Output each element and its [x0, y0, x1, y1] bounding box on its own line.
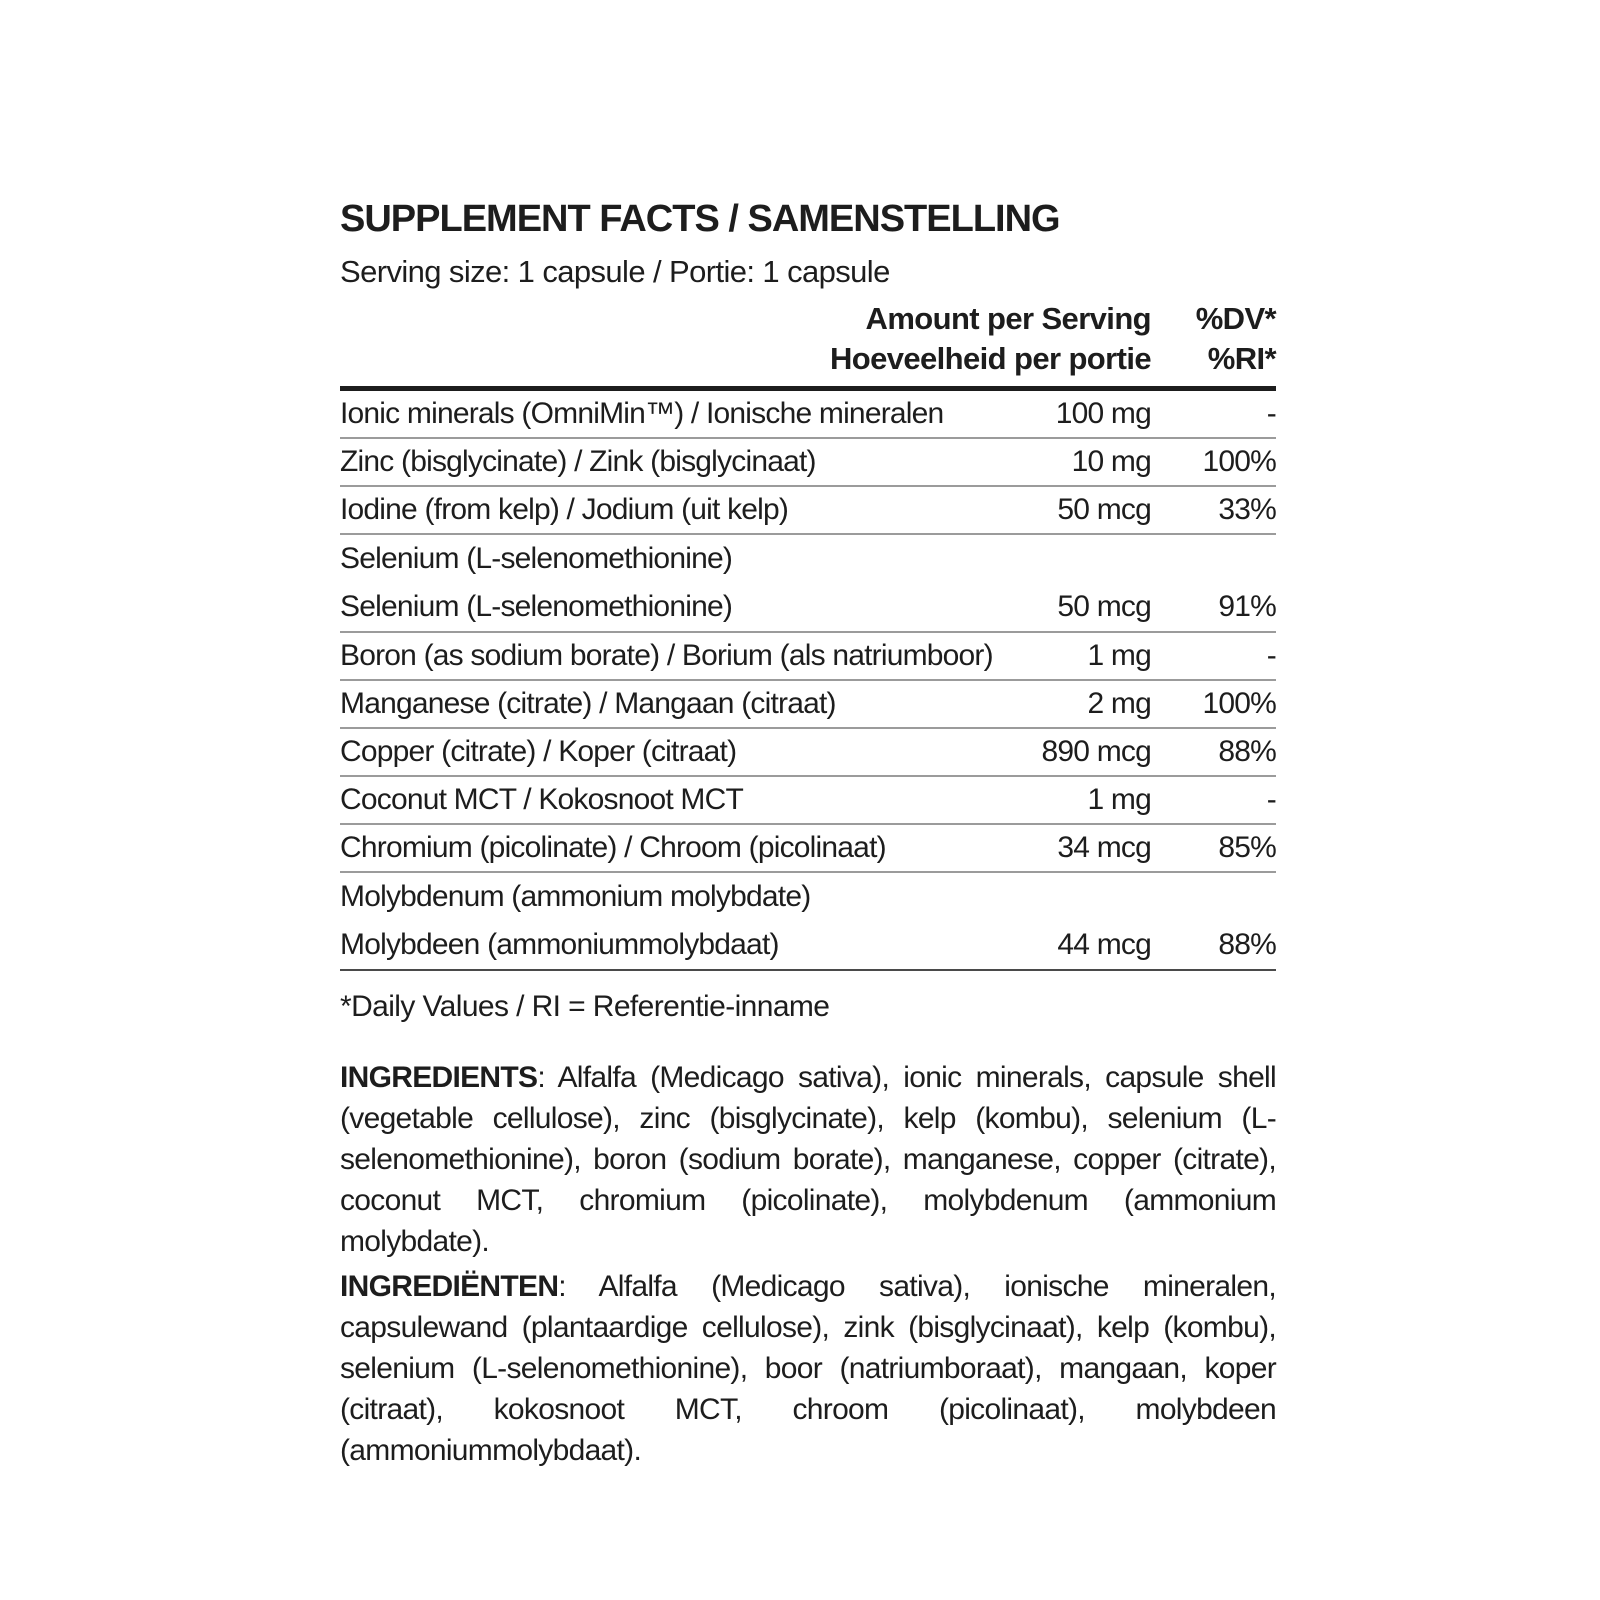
table-header-line-en: Amount per Serving %DV*: [340, 299, 1277, 339]
table-row-line: Molybdenum (ammonium molybdate): [340, 873, 1276, 921]
table-row-molybdenum: Molybdenum (ammonium molybdate) Molybdee…: [340, 873, 1277, 969]
dv-header-nl: %RI*: [1207, 341, 1277, 376]
nutrient-dv: 100%: [1202, 687, 1276, 720]
nutrient-name: Molybdeen (ammoniummolybdaat): [340, 928, 779, 961]
daily-value-footnote: *Daily Values / RI = Referentie-inname: [340, 990, 830, 1023]
nutrient-amount: 10 mg: [1071, 445, 1152, 478]
nutrient-amount: 2 mg: [1087, 687, 1152, 720]
nutrient-amount: 50 mcg: [1057, 590, 1151, 623]
ingredients-nl-text: : Alfalfa (Medicago sativa), ionische mi…: [340, 1270, 1277, 1467]
table-row-coconut-mct: Coconut MCT / Kokosnoot MCT 1 mg -: [340, 777, 1277, 825]
nutrient-dv: 100%: [1202, 445, 1276, 478]
nutrient-dv: 88%: [1218, 735, 1276, 768]
serving-size: Serving size: 1 capsule / Portie: 1 caps…: [340, 254, 890, 289]
nutrient-dv: -: [1266, 639, 1277, 672]
facts-table: Ionic minerals (OmniMin™) / Ionische min…: [340, 386, 1277, 971]
table-row-iodine: Iodine (from kelp) / Jodium (uit kelp) 5…: [340, 487, 1277, 535]
ingredients-en-label: INGREDIENTS: [340, 1061, 538, 1094]
label-title: SUPPLEMENT FACTS / SAMENSTELLING: [340, 198, 1061, 240]
nutrient-name: Copper (citrate) / Koper (citraat): [340, 735, 737, 768]
nutrient-amount: 34 mcg: [1057, 831, 1151, 864]
nutrient-name: Boron (as sodium borate) / Borium (als n…: [340, 639, 994, 672]
nutrient-name: Ionic minerals (OmniMin™) / Ionische min…: [340, 397, 944, 430]
table-row-selenium: Selenium (L-selenomethionine) Selenium (…: [340, 535, 1277, 633]
table-row-chromium: Chromium (picolinate) / Chroom (picolina…: [340, 825, 1277, 873]
table-row-copper: Copper (citrate) / Koper (citraat) 890 m…: [340, 729, 1277, 777]
ingredients-en: INGREDIENTS: Alfalfa (Medicago sativa), …: [340, 1057, 1277, 1262]
ingredients-section: INGREDIENTS: Alfalfa (Medicago sativa), …: [340, 1057, 1277, 1471]
table-row-ionic-minerals: Ionic minerals (OmniMin™) / Ionische min…: [340, 391, 1277, 439]
nutrient-name: Chromium (picolinate) / Chroom (picolina…: [340, 831, 887, 864]
supplement-facts-label: SUPPLEMENT FACTS / SAMENSTELLING Serving…: [340, 198, 1277, 1471]
nutrient-name: Selenium (L-selenomethionine): [340, 590, 733, 623]
nutrient-amount: 44 mcg: [1057, 928, 1151, 961]
table-row-manganese: Manganese (citrate) / Mangaan (citraat) …: [340, 681, 1277, 729]
table-row-zinc: Zinc (bisglycinate) / Zink (bisglycinaat…: [340, 439, 1277, 487]
ingredients-en-text: : Alfalfa (Medicago sativa), ionic miner…: [340, 1061, 1277, 1258]
nutrient-dv: 91%: [1218, 590, 1276, 623]
ingredients-nl-label: INGREDIËNTEN: [340, 1270, 559, 1303]
table-row-boron: Boron (as sodium borate) / Borium (als n…: [340, 633, 1277, 681]
ingredients-nl: INGREDIËNTEN: Alfalfa (Medicago sativa),…: [340, 1266, 1277, 1471]
nutrient-amount: 890 mcg: [1041, 735, 1152, 768]
nutrient-dv: 88%: [1218, 928, 1276, 961]
nutrient-amount: 1 mg: [1087, 783, 1152, 816]
table-row-line: Selenium (L-selenomethionine) 50 mcg 91%: [340, 583, 1277, 631]
nutrient-amount: 100 mg: [1055, 397, 1152, 430]
amount-header-en: Amount per Serving: [865, 301, 1152, 336]
table-header-line-nl: Hoeveelheid per portie %RI*: [340, 339, 1277, 379]
nutrient-dv: -: [1266, 783, 1277, 816]
nutrient-name: Manganese (citrate) / Mangaan (citraat): [340, 687, 837, 720]
nutrient-name: Molybdenum (ammonium molybdate): [340, 880, 811, 913]
table-header: Amount per Serving %DV* Hoeveelheid per …: [340, 299, 1277, 379]
nutrient-dv: -: [1266, 397, 1277, 430]
nutrient-name: Selenium (L-selenomethionine): [340, 542, 733, 575]
nutrient-name: Iodine (from kelp) / Jodium (uit kelp): [340, 493, 789, 526]
nutrient-amount: 1 mg: [1087, 639, 1152, 672]
nutrient-amount: 50 mcg: [1057, 493, 1151, 526]
table-row-line: Selenium (L-selenomethionine): [340, 535, 1276, 583]
amount-header-nl: Hoeveelheid per portie: [829, 341, 1152, 376]
nutrient-name: Zinc (bisglycinate) / Zink (bisglycinaat…: [340, 445, 817, 478]
nutrient-name: Coconut MCT / Kokosnoot MCT: [340, 783, 744, 816]
nutrient-dv: 33%: [1218, 493, 1276, 526]
table-row-line: Molybdeen (ammoniummolybdaat) 44 mcg 88%: [340, 921, 1277, 969]
dv-header-en: %DV*: [1195, 301, 1277, 336]
nutrient-dv: 85%: [1218, 831, 1276, 864]
